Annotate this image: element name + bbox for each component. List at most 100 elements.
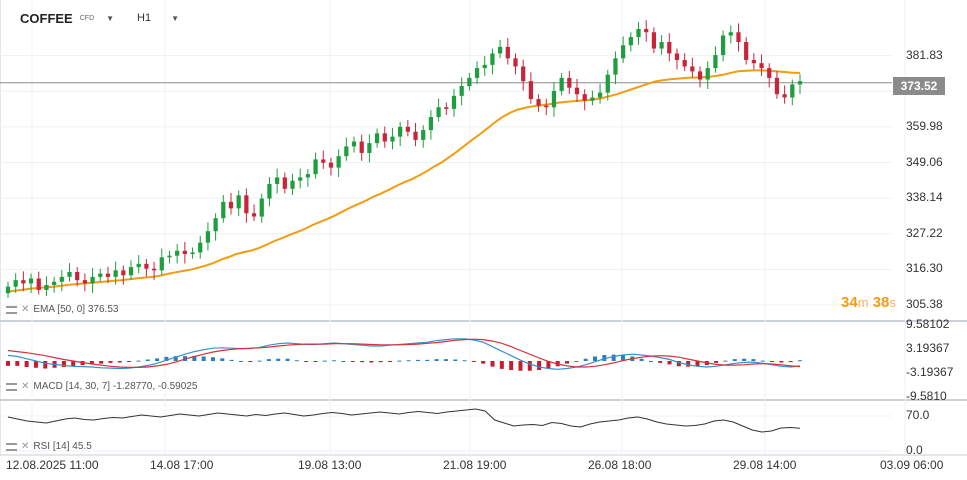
timeframe-selector[interactable]: H1 ▼	[137, 8, 179, 28]
macd-histogram-bar	[192, 356, 197, 361]
candle	[690, 66, 695, 72]
y-tick-label: 316.30	[906, 261, 943, 276]
rsi-layer	[7, 408, 801, 433]
candle-countdown: 34m 38s	[841, 294, 896, 311]
candle	[467, 77, 472, 87]
x-tick-label: 19.08 13:00	[298, 458, 362, 472]
candle	[36, 278, 41, 290]
macd-legend[interactable]: ✕ MACD [14, 30, 7] -1.28770, -0.59025	[6, 381, 197, 392]
y-tick-label: 381.83	[906, 47, 943, 62]
macd-histogram-bar	[332, 360, 337, 362]
candle	[190, 252, 195, 255]
candle	[244, 195, 249, 214]
countdown-sec-unit: s	[889, 295, 896, 310]
candle	[82, 280, 88, 284]
candle	[336, 156, 341, 168]
candle	[544, 105, 549, 108]
macd-histogram-bar	[639, 358, 644, 361]
macd-histogram-bar	[99, 361, 104, 364]
chevron-down-icon: ▼	[171, 13, 179, 23]
settings-icon[interactable]	[6, 382, 17, 391]
x-tick-label: 12.08.2025 11:00	[6, 458, 99, 472]
candle	[298, 177, 303, 181]
macd-histogram-bar	[294, 360, 299, 362]
ema-layer	[7, 69, 801, 293]
candle	[567, 77, 572, 88]
macd-legend-text: MACD [14, 30, 7] -1.28770, -0.59025	[33, 381, 198, 392]
candle	[528, 81, 533, 100]
macd-histogram-bar	[481, 361, 486, 364]
candle	[405, 126, 410, 132]
macd-histogram-bar	[415, 359, 420, 361]
candle	[213, 218, 218, 232]
symbol-selector[interactable]: COFFEE CFD ▼	[20, 8, 114, 28]
candle	[282, 177, 287, 189]
close-icon[interactable]: ✕	[21, 304, 30, 315]
x-tick-label: 26.08 18:00	[588, 458, 652, 472]
candle	[167, 255, 172, 258]
candle	[536, 99, 541, 106]
candle	[474, 68, 480, 78]
candle	[597, 92, 603, 98]
candle	[782, 94, 787, 98]
candle	[328, 162, 334, 168]
y-tick-label: 70.0	[906, 408, 930, 422]
countdown-min-unit: m	[857, 295, 869, 310]
candle	[744, 42, 749, 60]
candle	[121, 270, 126, 276]
candle	[251, 213, 257, 217]
y-tick-label: 327.22	[906, 225, 943, 240]
macd-histogram-bar	[145, 359, 150, 361]
candle	[582, 94, 587, 101]
candle	[613, 58, 618, 75]
macd-histogram-bar	[108, 361, 113, 363]
macd-histogram-bar	[667, 361, 672, 365]
candle	[236, 195, 241, 209]
macd-histogram-bar	[770, 361, 775, 362]
macd-histogram-bar	[788, 361, 793, 363]
macd-histogram-bar	[24, 361, 29, 368]
macd-histogram-bar	[257, 360, 262, 362]
settings-icon[interactable]	[6, 305, 17, 314]
candle	[5, 286, 11, 294]
candles-layer	[5, 20, 803, 298]
y-tick-label: -9.5810	[906, 388, 947, 403]
candle	[697, 71, 703, 80]
macd-histogram-bar	[509, 361, 514, 371]
candle	[774, 77, 780, 95]
candle	[705, 68, 710, 80]
macd-histogram-bar	[210, 357, 215, 361]
macd-histogram-bar	[266, 359, 271, 361]
chevron-down-icon: ▼	[106, 13, 115, 23]
candle	[444, 107, 449, 109]
candle	[674, 53, 680, 60]
candle	[659, 42, 664, 49]
candle	[75, 271, 80, 281]
rsi-legend[interactable]: ✕ RSI [14] 45.5	[6, 441, 92, 452]
macd-histogram-bar	[732, 359, 737, 361]
macd-line	[7, 338, 801, 370]
y-tick-label: -3.19367	[906, 365, 954, 379]
candle	[436, 107, 441, 118]
ema-legend[interactable]: ✕ EMA [50, 0] 376.53	[6, 304, 118, 315]
settings-icon[interactable]	[6, 442, 17, 451]
candle	[490, 53, 495, 65]
close-icon[interactable]: ✕	[21, 381, 30, 392]
macd-histogram-bar	[611, 354, 616, 361]
macd-signal-line	[7, 338, 801, 368]
macd-histogram-bar	[695, 361, 700, 367]
candle	[128, 267, 134, 276]
symbol-tag: CFD	[79, 14, 95, 22]
macd-histogram-bar	[527, 361, 532, 371]
candle	[221, 201, 226, 219]
close-icon[interactable]: ✕	[21, 441, 30, 452]
candle	[136, 263, 141, 268]
candle	[390, 136, 395, 142]
macd-histogram-bar	[723, 360, 728, 362]
candle	[367, 143, 372, 153]
candle	[159, 257, 164, 271]
candle	[628, 37, 633, 46]
macd-histogram-bar	[155, 358, 160, 361]
macd-histogram-bar	[6, 361, 10, 366]
